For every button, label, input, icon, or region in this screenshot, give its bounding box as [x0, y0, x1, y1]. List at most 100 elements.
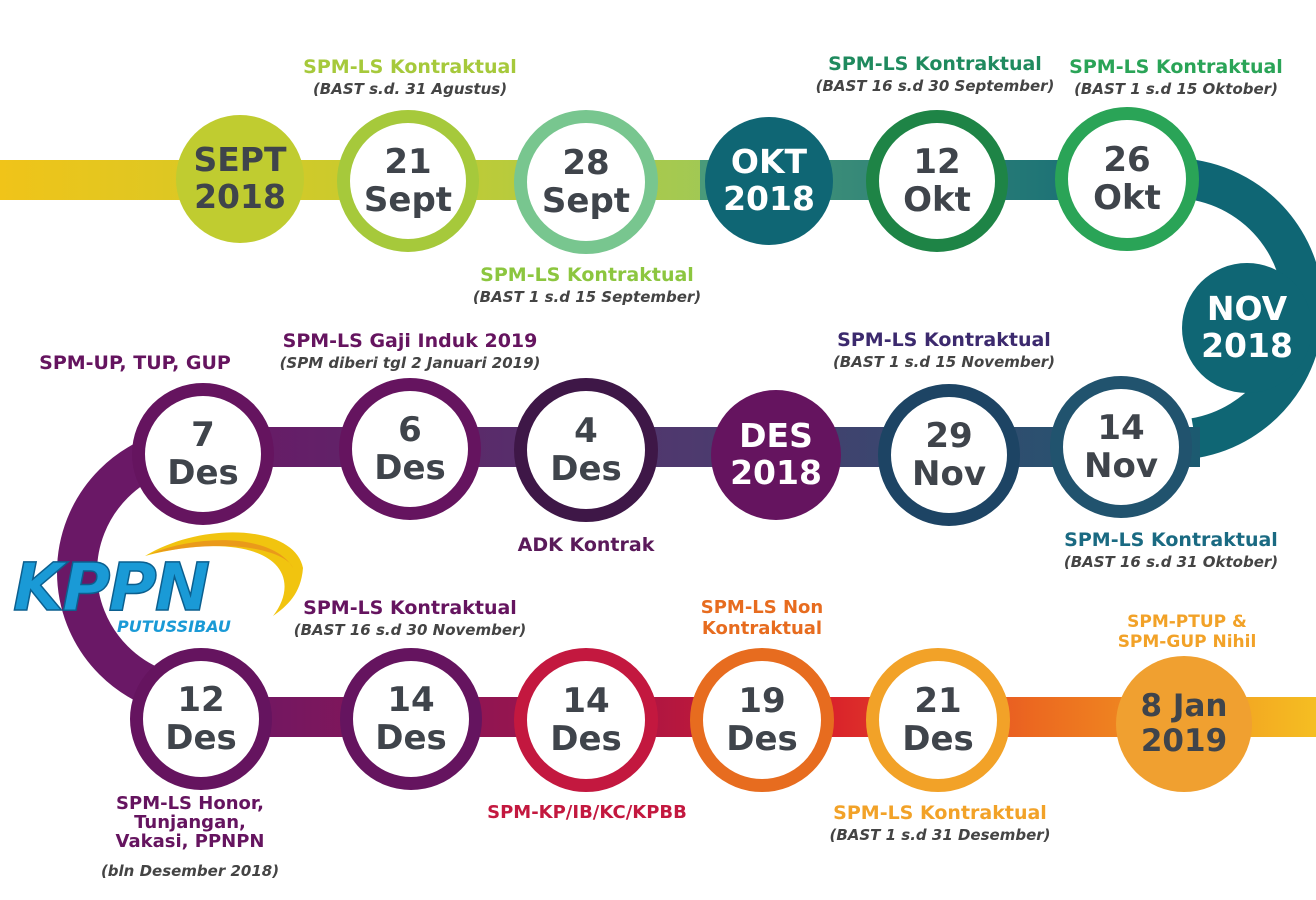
node-line1: 28	[562, 142, 610, 183]
node-29-nov: 29 Nov	[878, 384, 1020, 526]
node-line2: Des	[167, 453, 239, 493]
label-sub: (BAST 1 s.d 15 September)	[472, 288, 702, 306]
node-8-jan-2019: 8 Jan 2019	[1116, 656, 1252, 792]
label-21-sept: SPM-LS Kontraktual (BAST s.d. 31 Agustus…	[250, 56, 570, 98]
node-line2: Des	[165, 718, 237, 758]
node-line2: Sept	[363, 180, 453, 220]
node-line1: 26	[1103, 139, 1151, 180]
node-line2: Des	[550, 449, 622, 489]
label-sub: (BAST s.d. 31 Agustus)	[312, 80, 508, 98]
node-line1: 21	[384, 141, 432, 182]
label-12-des: SPM-LS Honor, Tunjangan, Vakasi, PPNPN (…	[80, 793, 300, 880]
node-line1: 7	[191, 414, 215, 455]
label-sub: (BAST 16 s.d 31 Oktober)	[1063, 553, 1279, 571]
node-line2: Sept	[541, 181, 631, 221]
node-21-des: 21 Des	[866, 648, 1010, 792]
label-29-nov: SPM-LS Kontraktual (BAST 1 s.d 15 Novemb…	[774, 329, 1114, 371]
node-line1: SEPT	[193, 140, 287, 180]
node-line1: 6	[398, 409, 422, 450]
label-14-des-a: SPM-LS Kontraktual (BAST 16 s.d 30 Novem…	[240, 597, 580, 639]
node-des-2018: DES 2018	[711, 390, 841, 520]
label-title: SPM-KP/IB/KC/KPBB	[487, 802, 687, 823]
label-19-des: SPM-LS Non Kontraktual	[672, 597, 852, 639]
node-6-des: 6 Des	[339, 378, 481, 520]
node-line2: Nov	[912, 454, 986, 494]
label-sub: (SPM diberi tgl 2 Januari 2019)	[279, 354, 541, 372]
node-line1: 29	[925, 415, 973, 456]
node-sept-2018: SEPT 2018	[176, 115, 304, 243]
label-title: SPM-LS Kontraktual	[1069, 56, 1283, 78]
label-title: SPM-LS Kontraktual	[837, 329, 1051, 351]
node-line2: Okt	[1093, 178, 1161, 218]
label-title: SPM-LS Kontraktual	[303, 56, 517, 78]
node-line1: 4	[574, 410, 598, 451]
node-line1: 14	[562, 680, 610, 721]
node-line2: 2018	[194, 177, 286, 216]
node-12-okt: 12 Okt	[866, 110, 1008, 252]
label-title: SPM-LS Kontraktual	[833, 802, 1047, 824]
node-line1: 12	[913, 141, 961, 182]
node-line1: 21	[914, 680, 962, 721]
node-line1: 14	[387, 679, 435, 720]
label-sub: (BAST 1 s.d 15 November)	[832, 353, 1056, 371]
node-line2: Des	[726, 719, 798, 759]
node-14-nov: 14 Nov	[1050, 376, 1192, 518]
label-14-nov: SPM-LS Kontraktual (BAST 16 s.d 31 Oktob…	[1030, 529, 1312, 571]
node-line1: 8 Jan	[1140, 688, 1228, 725]
logo-swoosh-inner	[150, 540, 293, 568]
label-title: ADK Kontrak	[517, 534, 655, 556]
label-sub: (BAST 16 s.d 30 September)	[815, 77, 1055, 95]
node-12-des: 12 Des	[130, 648, 272, 790]
node-4-des: 4 Des	[514, 378, 658, 522]
label-title-line-2: Tunjangan,	[134, 811, 246, 833]
node-line2: 2018	[1201, 326, 1293, 365]
node-19-des: 19 Des	[690, 648, 834, 792]
node-7-des: 7 Des	[132, 383, 274, 525]
label-sub: (BAST 1 s.d 15 Oktober)	[1074, 80, 1278, 98]
logo-wordmark: KPPN	[13, 549, 209, 626]
label-title-line-3: Vakasi, PPNPN	[115, 830, 265, 852]
node-line1: DES	[739, 416, 813, 456]
node-line1: 14	[1097, 407, 1145, 448]
label-12-okt: SPM-LS Kontraktual (BAST 16 s.d 30 Septe…	[765, 53, 1105, 95]
label-8-jan: SPM-PTUP & SPM-GUP Nihil	[1092, 612, 1282, 652]
label-14-des-b: SPM-KP/IB/KC/KPBB	[457, 802, 717, 823]
kppn-logo: KPPN PUTUSSIBAU	[12, 532, 303, 636]
label-title-line-2: SPM-GUP Nihil	[1117, 631, 1257, 652]
label-title: SPM-LS Gaji Induk 2019	[282, 330, 538, 352]
node-line2: Okt	[903, 180, 971, 220]
label-title-line-1: SPM-PTUP &	[1127, 612, 1247, 632]
node-line2: Des	[375, 718, 447, 758]
label-21-des: SPM-LS Kontraktual (BAST 1 s.d 31 Desemb…	[770, 802, 1110, 844]
label-title-line-1: SPM-LS Honor,	[116, 793, 264, 814]
node-line2: Des	[374, 448, 446, 488]
node-line1: OKT	[730, 142, 808, 182]
label-title: SPM-UP, TUP, GUP	[39, 352, 231, 374]
label-sub: (BAST 1 s.d 31 Desember)	[829, 826, 1051, 844]
node-14-des-a: 14 Des	[340, 648, 482, 790]
node-nov-2018: NOV 2018	[1182, 263, 1312, 393]
node-line1: 19	[738, 680, 786, 721]
label-28-sept: SPM-LS Kontraktual (BAST 1 s.d 15 Septem…	[427, 264, 747, 306]
label-6-des: SPM-LS Gaji Induk 2019 (SPM diberi tgl 2…	[235, 330, 585, 372]
label-4-des: ADK Kontrak	[476, 534, 696, 556]
label-title-line-2: Kontraktual	[701, 617, 823, 639]
node-line1: 12	[177, 679, 225, 720]
label-title: SPM-LS Kontraktual	[828, 53, 1042, 75]
label-7-des: SPM-UP, TUP, GUP	[20, 352, 250, 374]
node-line2: 2019	[1140, 723, 1228, 759]
logo-city: PUTUSSIBAU	[117, 617, 231, 636]
label-title-line-1: SPM-LS Non	[700, 597, 824, 618]
node-okt-2018: OKT 2018	[705, 117, 833, 245]
node-28-sept: 28 Sept	[514, 110, 658, 254]
label-title: SPM-LS Kontraktual	[480, 264, 694, 286]
logo-swoosh	[145, 532, 303, 616]
node-line1: NOV	[1206, 289, 1288, 329]
label-sub: (bln Desember 2018)	[100, 861, 280, 880]
node-line2: 2018	[730, 453, 822, 492]
label-26-okt: SPM-LS Kontraktual (BAST 1 s.d 15 Oktobe…	[1038, 56, 1314, 98]
node-line2: Nov	[1084, 446, 1158, 486]
label-title: SPM-LS Kontraktual	[303, 597, 517, 619]
node-21-sept: 21 Sept	[337, 110, 479, 252]
node-line2: 2018	[723, 179, 815, 218]
